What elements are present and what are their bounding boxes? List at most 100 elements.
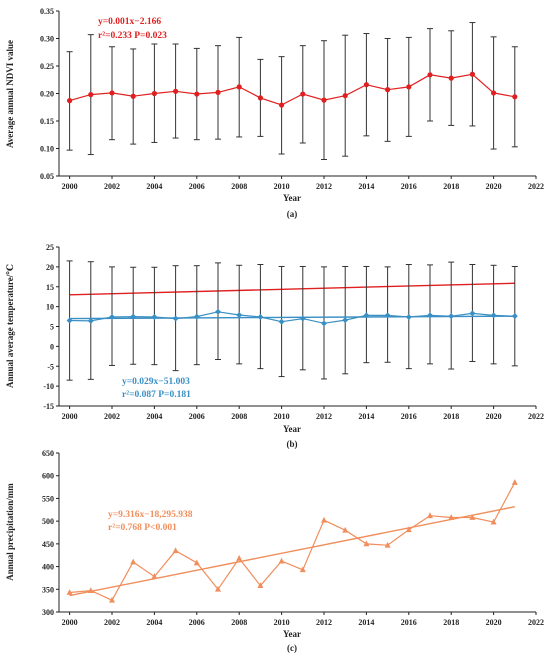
data-point bbox=[173, 88, 179, 94]
y-tick-label: 0.05 bbox=[40, 172, 54, 181]
x-axis-title: Year bbox=[283, 629, 301, 639]
data-point bbox=[342, 93, 348, 99]
x-axis-title: Year bbox=[283, 424, 301, 434]
x-ticks: 2000 2002 2004 2006 2008 2010 2012 2014 2016 2018… bbox=[62, 176, 544, 191]
y-tick-label: 450 bbox=[42, 540, 54, 549]
data-point bbox=[299, 566, 306, 573]
x-tick-label: 2004 bbox=[146, 618, 162, 627]
data-point bbox=[257, 582, 264, 589]
series bbox=[69, 311, 515, 324]
y-tick-label: 0.15 bbox=[40, 117, 54, 126]
data-point bbox=[215, 89, 221, 95]
y-tick-label: 350 bbox=[42, 585, 54, 594]
data-point bbox=[88, 92, 94, 98]
y-axis-title: Annual average temperature/℃ bbox=[5, 264, 15, 388]
data-point bbox=[363, 82, 369, 88]
data-point bbox=[278, 557, 285, 564]
x-tick-label: 2010 bbox=[274, 618, 290, 627]
series-line bbox=[69, 482, 516, 601]
x-tick-label: 2006 bbox=[189, 412, 205, 421]
data-point bbox=[109, 90, 115, 96]
series bbox=[69, 482, 516, 601]
data-point bbox=[87, 317, 94, 324]
x-axis-title: Year bbox=[283, 193, 301, 203]
x-tick-label: 2012 bbox=[316, 618, 332, 627]
series-line bbox=[69, 73, 515, 106]
data-point bbox=[87, 587, 94, 594]
data-point bbox=[299, 315, 306, 322]
x-tick-label: 2002 bbox=[104, 182, 120, 191]
data-point bbox=[109, 596, 115, 603]
x-ticks: 2000 2002 2004 2006 2008 2010 2012 2014 2016 2018… bbox=[62, 612, 544, 627]
x-tick-label: 2008 bbox=[231, 618, 247, 627]
data-point bbox=[130, 558, 137, 565]
data-point bbox=[215, 585, 221, 592]
x-tick-label: 2016 bbox=[401, 618, 417, 627]
x-tick-label: 2012 bbox=[316, 182, 332, 191]
x-tick-label: 2018 bbox=[443, 182, 459, 191]
data-point bbox=[511, 313, 518, 320]
y-tick-label: 600 bbox=[42, 472, 54, 481]
data-point bbox=[448, 514, 455, 520]
data-point bbox=[342, 317, 349, 324]
data-point bbox=[172, 315, 179, 322]
trend-stats: r²=0.233 P=0.023 bbox=[98, 31, 167, 41]
data-point bbox=[193, 313, 200, 320]
x-tick-label: 2000 bbox=[62, 618, 78, 627]
data-point bbox=[405, 313, 412, 320]
data-point bbox=[490, 312, 497, 319]
data-point bbox=[278, 318, 285, 325]
x-tick-label: 2022 bbox=[528, 412, 544, 421]
x-ticks: 2000 2002 2004 2006 2008 2010 2012 2014 2016 2018… bbox=[62, 406, 544, 421]
data-point bbox=[236, 311, 243, 318]
data-point bbox=[469, 514, 476, 520]
data-point bbox=[384, 541, 391, 548]
data-point bbox=[490, 518, 497, 525]
data-point bbox=[67, 98, 73, 104]
x-tick-label: 2004 bbox=[146, 412, 162, 421]
data-point bbox=[194, 91, 200, 97]
data-point bbox=[427, 512, 433, 519]
error-bars bbox=[66, 22, 518, 160]
data-point bbox=[321, 97, 327, 103]
data-point bbox=[193, 559, 200, 566]
data-point bbox=[151, 573, 158, 579]
y-tick-label: 5 bbox=[50, 323, 54, 332]
trend-equation: y=0.029x−51.003 bbox=[122, 377, 190, 387]
data-point bbox=[427, 312, 433, 319]
panel-a-ndvi: 0.050.100.150.200.250.300.35 2000 2002 200… bbox=[5, 7, 544, 296]
data-point bbox=[427, 72, 433, 78]
data-point bbox=[491, 90, 497, 96]
x-tick-label: 2020 bbox=[486, 182, 502, 191]
x-tick-label: 2008 bbox=[231, 182, 247, 191]
x-tick-label: 2006 bbox=[189, 618, 205, 627]
x-tick-label: 2002 bbox=[104, 412, 120, 421]
data-point bbox=[109, 313, 115, 320]
y-tick-label: 10 bbox=[46, 303, 54, 312]
y-tick-label: 20 bbox=[46, 263, 54, 272]
data-point bbox=[236, 554, 243, 561]
y-ticks: 0.05 0.10 0.15 0.20 0.25 0.30 0.35 bbox=[40, 7, 59, 181]
trend-equation: y=9.316x−18,295.938 bbox=[108, 510, 193, 520]
x-tick-label: 2014 bbox=[358, 618, 374, 627]
trend-stats: r²=0.768 P<0.001 bbox=[108, 523, 177, 533]
panel-label: (b) bbox=[287, 439, 298, 449]
x-tick-label: 2006 bbox=[189, 182, 205, 191]
data-point bbox=[300, 91, 306, 97]
y-tick-label: 25 bbox=[46, 243, 54, 252]
x-tick-label: 2020 bbox=[486, 618, 502, 627]
trend-line bbox=[69, 282, 515, 296]
y-axis-title: Average annual NDVI value bbox=[5, 40, 15, 148]
data-point bbox=[321, 320, 327, 327]
y-tick-label: 0.35 bbox=[40, 7, 54, 16]
data-point bbox=[512, 94, 518, 100]
y-tick-label: -10 bbox=[43, 382, 54, 391]
y-tick-label: 0.30 bbox=[40, 35, 54, 44]
y-tick-label: 0.25 bbox=[40, 62, 54, 71]
data-markers bbox=[66, 479, 518, 603]
y-tick-label: 400 bbox=[42, 563, 54, 572]
data-point bbox=[342, 526, 349, 533]
x-tick-label: 2004 bbox=[146, 182, 162, 191]
